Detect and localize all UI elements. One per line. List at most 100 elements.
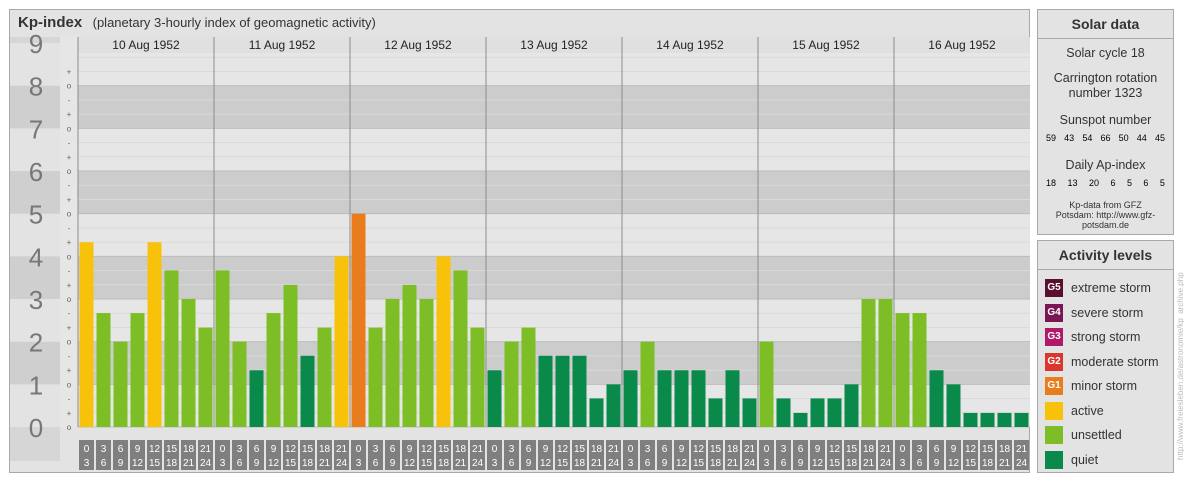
kp-bar	[776, 398, 791, 427]
y-axis-band	[10, 171, 60, 214]
y-tick-label: 2	[29, 328, 43, 358]
sub-tick-label: +	[67, 67, 72, 76]
interval-cell	[1014, 440, 1029, 470]
sub-tick-label: +	[67, 195, 72, 204]
interval-end-label: 12	[676, 458, 688, 469]
interval-start-label: 12	[829, 444, 841, 455]
sub-tick-label: +	[67, 110, 72, 119]
sunspot-value: 45	[1154, 133, 1165, 143]
interval-cell	[708, 440, 723, 470]
interval-end-label: 15	[285, 458, 297, 469]
interval-cell	[96, 440, 111, 470]
interval-start-label: 18	[591, 444, 603, 455]
kp-bar	[895, 313, 910, 427]
sub-tick-column	[60, 37, 78, 427]
interval-cell	[300, 440, 315, 470]
kp-bar	[691, 370, 706, 427]
interval-start-label: 21	[608, 444, 620, 455]
legend-swatch	[1045, 401, 1063, 420]
interval-end-label: 6	[101, 458, 107, 469]
y-tick-label: 6	[29, 157, 43, 187]
interval-end-label: 24	[472, 458, 484, 469]
interval-start-label: 9	[135, 444, 141, 455]
interval-end-label: 12	[268, 458, 280, 469]
interval-start-label: 0	[220, 444, 226, 455]
legend-label: quiet	[1071, 452, 1099, 467]
kp-bar	[623, 370, 638, 427]
kp-bar	[929, 370, 944, 427]
interval-end-label: 9	[526, 458, 532, 469]
interval-start-label: 6	[798, 444, 804, 455]
ap-value: 5	[1126, 178, 1132, 188]
interval-start-label: 6	[662, 444, 668, 455]
legend-label: minor storm	[1071, 379, 1137, 394]
sub-tick-label: +	[67, 409, 72, 418]
interval-start-label: 3	[509, 444, 515, 455]
interval-cell	[742, 440, 757, 470]
interval-cell	[657, 440, 672, 470]
interval-end-label: 9	[254, 458, 260, 469]
legend-item: G4 severe storm	[1038, 301, 1173, 326]
interval-cell	[181, 440, 196, 470]
interval-end-label: 21	[319, 458, 331, 469]
interval-start-label: 6	[526, 444, 532, 455]
kp-bar	[419, 299, 434, 427]
kp-bar	[181, 299, 196, 427]
interval-cell	[572, 440, 587, 470]
day-label: 15 Aug 1952	[792, 38, 860, 52]
solar-data-heading: Solar data	[1038, 10, 1173, 39]
kp-bar	[980, 412, 995, 427]
interval-start-label: 3	[373, 444, 379, 455]
interval-end-label: 24	[200, 458, 212, 469]
interval-end-label: 15	[557, 458, 569, 469]
interval-cell	[79, 440, 94, 470]
day-label: 14 Aug 1952	[656, 38, 724, 52]
interval-end-label: 18	[302, 458, 314, 469]
kp-bar	[589, 398, 604, 427]
interval-start-label: 12	[693, 444, 705, 455]
plot-band	[78, 256, 1030, 299]
y-tick-label: 3	[29, 285, 43, 315]
interval-start-label: 9	[679, 444, 685, 455]
sub-tick-label: -	[68, 96, 71, 105]
kp-bar	[708, 398, 723, 427]
ap-index-label: Daily Ap-index	[1065, 158, 1146, 172]
y-axis-band	[10, 213, 60, 257]
interval-start-label: 21	[1016, 444, 1028, 455]
y-axis-band	[10, 384, 60, 427]
sub-tick-label: -	[68, 224, 71, 233]
y-tick-label: 5	[29, 200, 43, 230]
sub-tick-label: +	[67, 366, 72, 375]
kp-bar	[453, 270, 468, 427]
interval-cell	[198, 440, 213, 470]
interval-cell	[368, 440, 383, 470]
sunspot-value: 54	[1082, 133, 1093, 143]
y-tick-label: 8	[29, 72, 43, 102]
sunspot-value: 50	[1118, 133, 1129, 143]
interval-end-label: 15	[693, 458, 705, 469]
interval-start-label: 21	[744, 444, 756, 455]
interval-start-label: 15	[438, 444, 450, 455]
interval-end-label: 6	[645, 458, 651, 469]
day-label: 13 Aug 1952	[520, 38, 588, 52]
sub-tick-label: -	[68, 181, 71, 190]
interval-start-label: 15	[846, 444, 858, 455]
interval-start-label: 18	[727, 444, 739, 455]
kp-bar	[215, 270, 230, 427]
plot-band	[78, 85, 1030, 129]
kp-bar	[266, 313, 281, 427]
interval-cell	[589, 440, 604, 470]
interval-end-label: 21	[999, 458, 1011, 469]
chart-header: Kp-index (planetary 3-hourly index of ge…	[10, 10, 1029, 36]
interval-end-label: 24	[608, 458, 620, 469]
interval-end-label: 18	[166, 458, 178, 469]
sub-tick-label: -	[68, 352, 71, 361]
interval-start-label: 18	[999, 444, 1011, 455]
kp-bar	[555, 355, 570, 427]
data-source: Kp-data from GFZ Potsdam: http://www.gfz…	[1055, 200, 1156, 230]
interval-cell	[470, 440, 485, 470]
interval-cell	[504, 440, 519, 470]
sub-tick-label: o	[67, 82, 72, 91]
interval-start-label: 9	[951, 444, 957, 455]
kp-bar	[334, 256, 349, 427]
